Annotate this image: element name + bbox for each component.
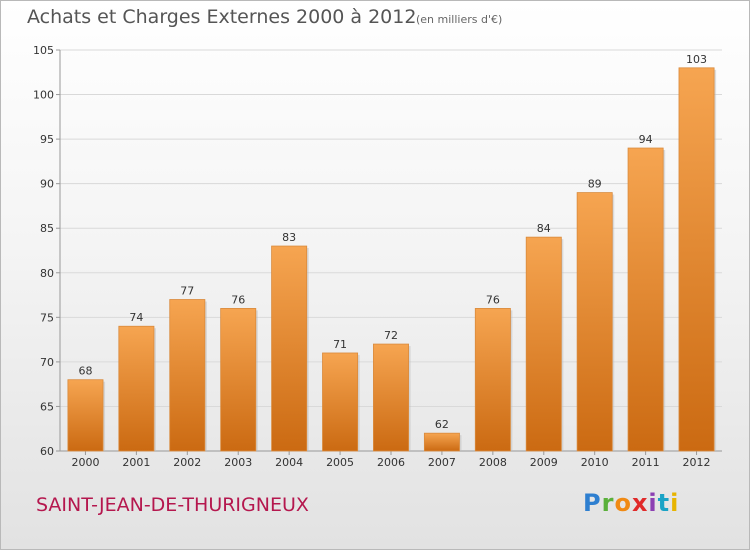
bar-2008 xyxy=(474,308,511,452)
bar-2002 xyxy=(169,299,206,452)
x-tick-label-2012: 2012 xyxy=(683,456,711,469)
value-label-2006: 72 xyxy=(384,329,398,342)
x-tick-label-2001: 2001 xyxy=(122,456,150,469)
bar-2011 xyxy=(627,147,664,452)
value-label-2000: 68 xyxy=(78,365,92,378)
x-tick-label-2010: 2010 xyxy=(581,456,609,469)
value-label-2005: 71 xyxy=(333,338,347,351)
x-tick-label-2006: 2006 xyxy=(377,456,405,469)
bar-2010 xyxy=(576,192,613,452)
y-tick-label: 60 xyxy=(40,445,54,458)
x-tick-label-2000: 2000 xyxy=(71,456,99,469)
x-tick-label-2008: 2008 xyxy=(479,456,507,469)
y-tick-label: 85 xyxy=(40,222,54,235)
logo-letter: x xyxy=(631,489,649,517)
value-label-2008: 76 xyxy=(486,293,500,306)
logo-letter: o xyxy=(614,489,632,517)
bar-2001 xyxy=(118,325,155,452)
x-tick-label-2007: 2007 xyxy=(428,456,456,469)
value-label-2001: 74 xyxy=(129,311,143,324)
logo-letter: i xyxy=(648,489,658,517)
bar-2007 xyxy=(423,432,460,452)
proxiti-logo: Proxiti xyxy=(583,489,679,517)
bar-2006 xyxy=(373,343,409,452)
chart-title: Achats et Charges Externes 2000 à 2012 xyxy=(27,6,417,28)
value-label-2004: 83 xyxy=(282,231,296,244)
bar-2004 xyxy=(271,245,308,452)
bar-2003 xyxy=(220,308,257,452)
x-tick-label-2004: 2004 xyxy=(275,456,303,469)
bar-2012 xyxy=(678,67,715,452)
logo-letter: t xyxy=(657,489,671,517)
y-tick-label: 80 xyxy=(40,267,54,280)
x-tick-label-2009: 2009 xyxy=(530,456,558,469)
value-label-2009: 84 xyxy=(537,222,551,235)
value-label-2011: 94 xyxy=(639,133,653,146)
y-tick-labels: 60 65 70 75 80 85 90 95 100 105 xyxy=(33,44,54,458)
value-labels: 68 74 77 76 83 71 72 62 76 84 89 94 103 xyxy=(78,53,707,431)
chart-subtitle: (en milliers d'€) xyxy=(416,13,503,26)
commune-name: SAINT-JEAN-DE-THURIGNEUX xyxy=(36,494,309,516)
value-label-2003: 76 xyxy=(231,293,245,306)
value-label-2007: 62 xyxy=(435,418,449,431)
bars xyxy=(67,67,717,452)
y-tick-label: 65 xyxy=(40,400,54,413)
logo-letter: i xyxy=(670,489,680,517)
y-tick-label: 75 xyxy=(40,311,54,324)
bar-2009 xyxy=(525,236,562,452)
x-tick-label-2002: 2002 xyxy=(173,456,201,469)
x-tick-labels: 2000 2001 2002 2003 2004 2005 2006 2007 2008 2009… xyxy=(71,456,710,469)
x-tick-label-2005: 2005 xyxy=(326,456,354,469)
bar-2005 xyxy=(322,352,359,452)
y-tick-label: 70 xyxy=(40,356,54,369)
value-label-2012: 103 xyxy=(686,53,707,66)
x-tick-label-2003: 2003 xyxy=(224,456,252,469)
y-tick-label: 105 xyxy=(33,44,54,57)
logo-letter: P xyxy=(583,489,602,517)
value-label-2002: 77 xyxy=(180,285,194,298)
y-tick-label: 90 xyxy=(40,178,54,191)
logo-letter: r xyxy=(601,489,615,517)
x-tick-label-2011: 2011 xyxy=(632,456,660,469)
bar-2000 xyxy=(67,379,104,452)
value-label-2010: 89 xyxy=(588,178,602,191)
y-tick-label: 95 xyxy=(40,133,54,146)
y-tick-label: 100 xyxy=(33,89,54,102)
